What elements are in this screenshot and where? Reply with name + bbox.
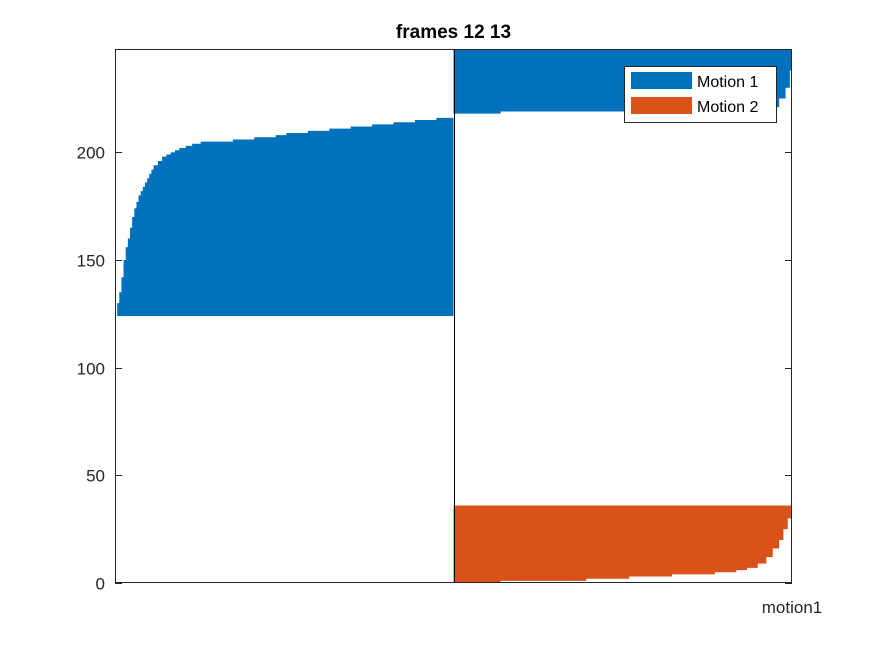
axis-ticks: 0 50 100 150 200 motion1 [77,144,823,618]
legend-swatch-motion-1 [631,72,692,89]
y-tick-label-50: 50 [86,467,105,486]
x-tick-label-motion1: motion1 [762,598,822,617]
y-tick-label-150: 150 [77,252,105,271]
chart-title: frames 12 13 [396,22,511,43]
legend-label-motion-2: Motion 2 [697,99,758,116]
area-motion-2-segment-1 [453,505,792,583]
legend: Motion 1 Motion 2 [624,66,777,123]
legend-label-motion-1: Motion 1 [697,74,758,91]
area-motion-1-segment-1 [115,113,454,316]
y-tick-label-200: 200 [77,144,105,163]
y-tick-label-0: 0 [96,575,105,594]
y-tick-label-100: 100 [77,360,105,379]
axes-box [115,49,792,583]
area-layer [115,49,792,583]
legend-swatch-motion-2 [631,97,692,114]
